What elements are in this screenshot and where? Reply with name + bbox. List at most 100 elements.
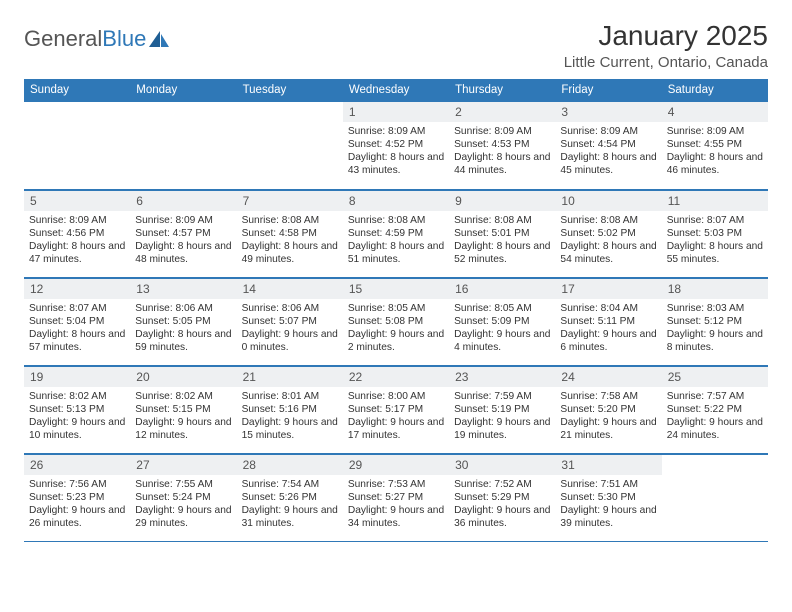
calendar-cell: 14Sunrise: 8:06 AMSunset: 5:07 PMDayligh… [237,277,343,365]
cell-details: Sunrise: 7:56 AMSunset: 5:23 PMDaylight:… [29,478,125,530]
day-header-tue: Tuesday [237,79,343,101]
sunrise-text: Sunrise: 8:02 AM [29,390,125,403]
daylight-text: Daylight: 9 hours and 21 minutes. [560,416,656,442]
sunrise-text: Sunrise: 8:05 AM [348,302,444,315]
sunset-text: Sunset: 5:07 PM [242,315,338,328]
day-header-mon: Monday [130,79,236,101]
cell-details: Sunrise: 8:09 AMSunset: 4:54 PMDaylight:… [560,125,656,177]
day-header-fri: Friday [555,79,661,101]
cell-details: Sunrise: 7:58 AMSunset: 5:20 PMDaylight:… [560,390,656,442]
calendar-cell: 11Sunrise: 8:07 AMSunset: 5:03 PMDayligh… [662,189,768,277]
sunrise-text: Sunrise: 8:08 AM [560,214,656,227]
sunset-text: Sunset: 5:05 PM [135,315,231,328]
sunset-text: Sunset: 5:19 PM [454,403,550,416]
location-text: Little Current, Ontario, Canada [564,54,768,71]
calendar-cell: 7Sunrise: 8:08 AMSunset: 4:58 PMDaylight… [237,189,343,277]
calendar-cell: 1Sunrise: 8:09 AMSunset: 4:52 PMDaylight… [343,101,449,189]
month-title: January 2025 [564,20,768,52]
calendar-week-row: 19Sunrise: 8:02 AMSunset: 5:13 PMDayligh… [24,365,768,453]
calendar-table: Sunday Monday Tuesday Wednesday Thursday… [24,79,768,542]
daylight-text: Daylight: 9 hours and 8 minutes. [667,328,763,354]
calendar-cell: 27Sunrise: 7:55 AMSunset: 5:24 PMDayligh… [130,453,236,541]
daylight-text: Daylight: 8 hours and 43 minutes. [348,151,444,177]
sunset-text: Sunset: 5:26 PM [242,491,338,504]
brand-name-part1: General [24,26,102,51]
daylight-text: Daylight: 8 hours and 55 minutes. [667,240,763,266]
day-number: 10 [555,190,661,211]
cell-details: Sunrise: 8:08 AMSunset: 5:01 PMDaylight:… [454,214,550,266]
cell-details: Sunrise: 7:52 AMSunset: 5:29 PMDaylight:… [454,478,550,530]
daylight-text: Daylight: 9 hours and 15 minutes. [242,416,338,442]
sunrise-text: Sunrise: 7:51 AM [560,478,656,491]
sunset-text: Sunset: 5:29 PM [454,491,550,504]
sunrise-text: Sunrise: 8:09 AM [135,214,231,227]
sunrise-text: Sunrise: 8:07 AM [29,302,125,315]
day-number: 1 [343,101,449,122]
sunrise-text: Sunrise: 7:56 AM [29,478,125,491]
cell-details: Sunrise: 8:08 AMSunset: 4:58 PMDaylight:… [242,214,338,266]
sunset-text: Sunset: 5:13 PM [29,403,125,416]
day-number: 15 [343,278,449,299]
sunset-text: Sunset: 5:04 PM [29,315,125,328]
daylight-text: Daylight: 9 hours and 19 minutes. [454,416,550,442]
sunrise-text: Sunrise: 8:05 AM [454,302,550,315]
calendar-week-row: 1Sunrise: 8:09 AMSunset: 4:52 PMDaylight… [24,101,768,189]
cell-details: Sunrise: 8:07 AMSunset: 5:04 PMDaylight:… [29,302,125,354]
day-header-sun: Sunday [24,79,130,101]
daylight-text: Daylight: 9 hours and 10 minutes. [29,416,125,442]
daylight-text: Daylight: 8 hours and 49 minutes. [242,240,338,266]
day-number: 2 [449,101,555,122]
day-number: 5 [24,190,130,211]
day-number: 11 [662,190,768,211]
daylight-text: Daylight: 9 hours and 12 minutes. [135,416,231,442]
day-number: 16 [449,278,555,299]
sunset-text: Sunset: 4:58 PM [242,227,338,240]
calendar-cell: 15Sunrise: 8:05 AMSunset: 5:08 PMDayligh… [343,277,449,365]
day-number: 12 [24,278,130,299]
cell-details: Sunrise: 7:57 AMSunset: 5:22 PMDaylight:… [667,390,763,442]
brand-name: GeneralBlue [24,26,146,52]
sunrise-text: Sunrise: 7:54 AM [242,478,338,491]
daylight-text: Daylight: 8 hours and 47 minutes. [29,240,125,266]
day-number: 25 [662,366,768,387]
brand-name-part2: Blue [102,26,146,51]
calendar-week-row: 5Sunrise: 8:09 AMSunset: 4:56 PMDaylight… [24,189,768,277]
sunset-text: Sunset: 5:30 PM [560,491,656,504]
cell-details: Sunrise: 8:09 AMSunset: 4:53 PMDaylight:… [454,125,550,177]
sunset-text: Sunset: 5:03 PM [667,227,763,240]
day-number: 30 [449,454,555,475]
sunset-text: Sunset: 5:20 PM [560,403,656,416]
sunset-text: Sunset: 5:16 PM [242,403,338,416]
day-header-wed: Wednesday [343,79,449,101]
sunset-text: Sunset: 5:01 PM [454,227,550,240]
day-number: 18 [662,278,768,299]
calendar-cell: 30 Sunrise: 7:52 AMSunset: 5:29 PMDayligh… [449,453,555,541]
sunrise-text: Sunrise: 7:58 AM [560,390,656,403]
day-number: 24 [555,366,661,387]
daylight-text: Daylight: 9 hours and 17 minutes. [348,416,444,442]
daylight-text: Daylight: 9 hours and 4 minutes. [454,328,550,354]
daylight-text: Daylight: 9 hours and 36 minutes. [454,504,550,530]
calendar-cell: 28Sunrise: 7:54 AMSunset: 5:26 PMDayligh… [237,453,343,541]
cell-details: Sunrise: 7:59 AMSunset: 5:19 PMDaylight:… [454,390,550,442]
cell-details: Sunrise: 7:53 AMSunset: 5:27 PMDaylight:… [348,478,444,530]
sunrise-text: Sunrise: 8:08 AM [242,214,338,227]
title-block: January 2025 Little Current, Ontario, Ca… [564,20,768,71]
daylight-text: Daylight: 8 hours and 48 minutes. [135,240,231,266]
sunrise-text: Sunrise: 8:08 AM [454,214,550,227]
sunrise-text: Sunrise: 8:09 AM [454,125,550,138]
calendar-cell [130,101,236,189]
day-number: 26 [24,454,130,475]
sunrise-text: Sunrise: 7:59 AM [454,390,550,403]
sunset-text: Sunset: 4:55 PM [667,138,763,151]
daylight-text: Daylight: 8 hours and 57 minutes. [29,328,125,354]
calendar-body: 1Sunrise: 8:09 AMSunset: 4:52 PMDaylight… [24,101,768,541]
sunset-text: Sunset: 5:15 PM [135,403,231,416]
calendar-cell: 23Sunrise: 7:59 AMSunset: 5:19 PMDayligh… [449,365,555,453]
sunrise-text: Sunrise: 8:09 AM [560,125,656,138]
header: GeneralBlue January 2025 Little Current,… [24,20,768,71]
cell-details: Sunrise: 8:05 AMSunset: 5:09 PMDaylight:… [454,302,550,354]
calendar-cell: 22Sunrise: 8:00 AMSunset: 5:17 PMDayligh… [343,365,449,453]
day-number: 31 [555,454,661,475]
daylight-text: Daylight: 9 hours and 2 minutes. [348,328,444,354]
